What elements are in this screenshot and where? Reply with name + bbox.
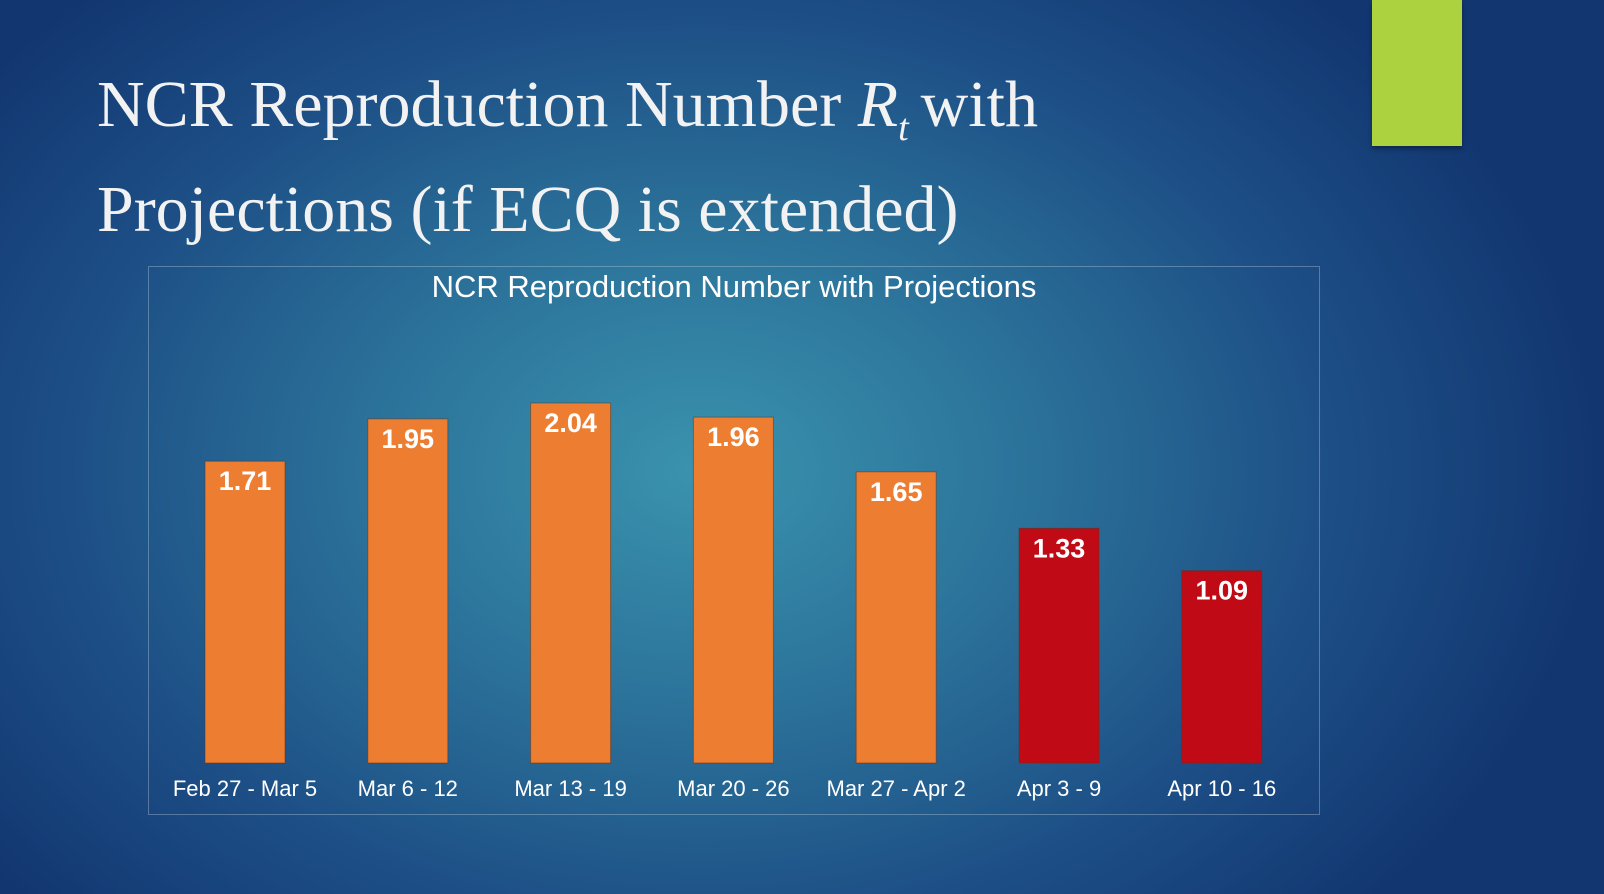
x-tick-label: Mar 27 - Apr 2 (827, 776, 966, 801)
data-label: 1.65 (870, 477, 923, 507)
bar (1018, 527, 1100, 764)
x-tick-label: Apr 3 - 9 (1017, 776, 1101, 801)
bar (1181, 570, 1263, 764)
data-label: 1.09 (1196, 576, 1249, 606)
data-label: 2.04 (544, 408, 597, 438)
x-tick-label: Mar 20 - 26 (677, 776, 790, 801)
data-label: 1.33 (1033, 533, 1086, 563)
title-subscript: t (898, 107, 909, 149)
x-tick-label: Feb 27 - Mar 5 (173, 776, 317, 801)
title-symbol: R (857, 68, 899, 141)
bar (855, 471, 937, 764)
title-text-suffix: with (920, 68, 1038, 141)
bar (692, 416, 774, 764)
x-tick-label: Mar 13 - 19 (514, 776, 627, 801)
data-label: 1.71 (219, 466, 272, 496)
chart-title: NCR Reproduction Number with Projections (431, 269, 1037, 304)
title-text: NCR Reproduction Number (97, 68, 858, 141)
bar (367, 418, 449, 764)
bar (204, 460, 286, 764)
data-label: 1.95 (382, 424, 435, 454)
slide-title: NCR Reproduction Number Rt with Projection… (97, 64, 1038, 251)
title-line2: Projections (if ECQ is extended) (97, 173, 959, 246)
accent-bar (1372, 0, 1462, 146)
bar (530, 402, 612, 764)
chart-area: NCR Reproduction Number with Projections (148, 266, 1320, 815)
data-label: 1.96 (707, 422, 760, 452)
x-tick-label: Apr 10 - 16 (1167, 776, 1276, 801)
x-tick-label: Mar 6 - 12 (358, 776, 458, 801)
